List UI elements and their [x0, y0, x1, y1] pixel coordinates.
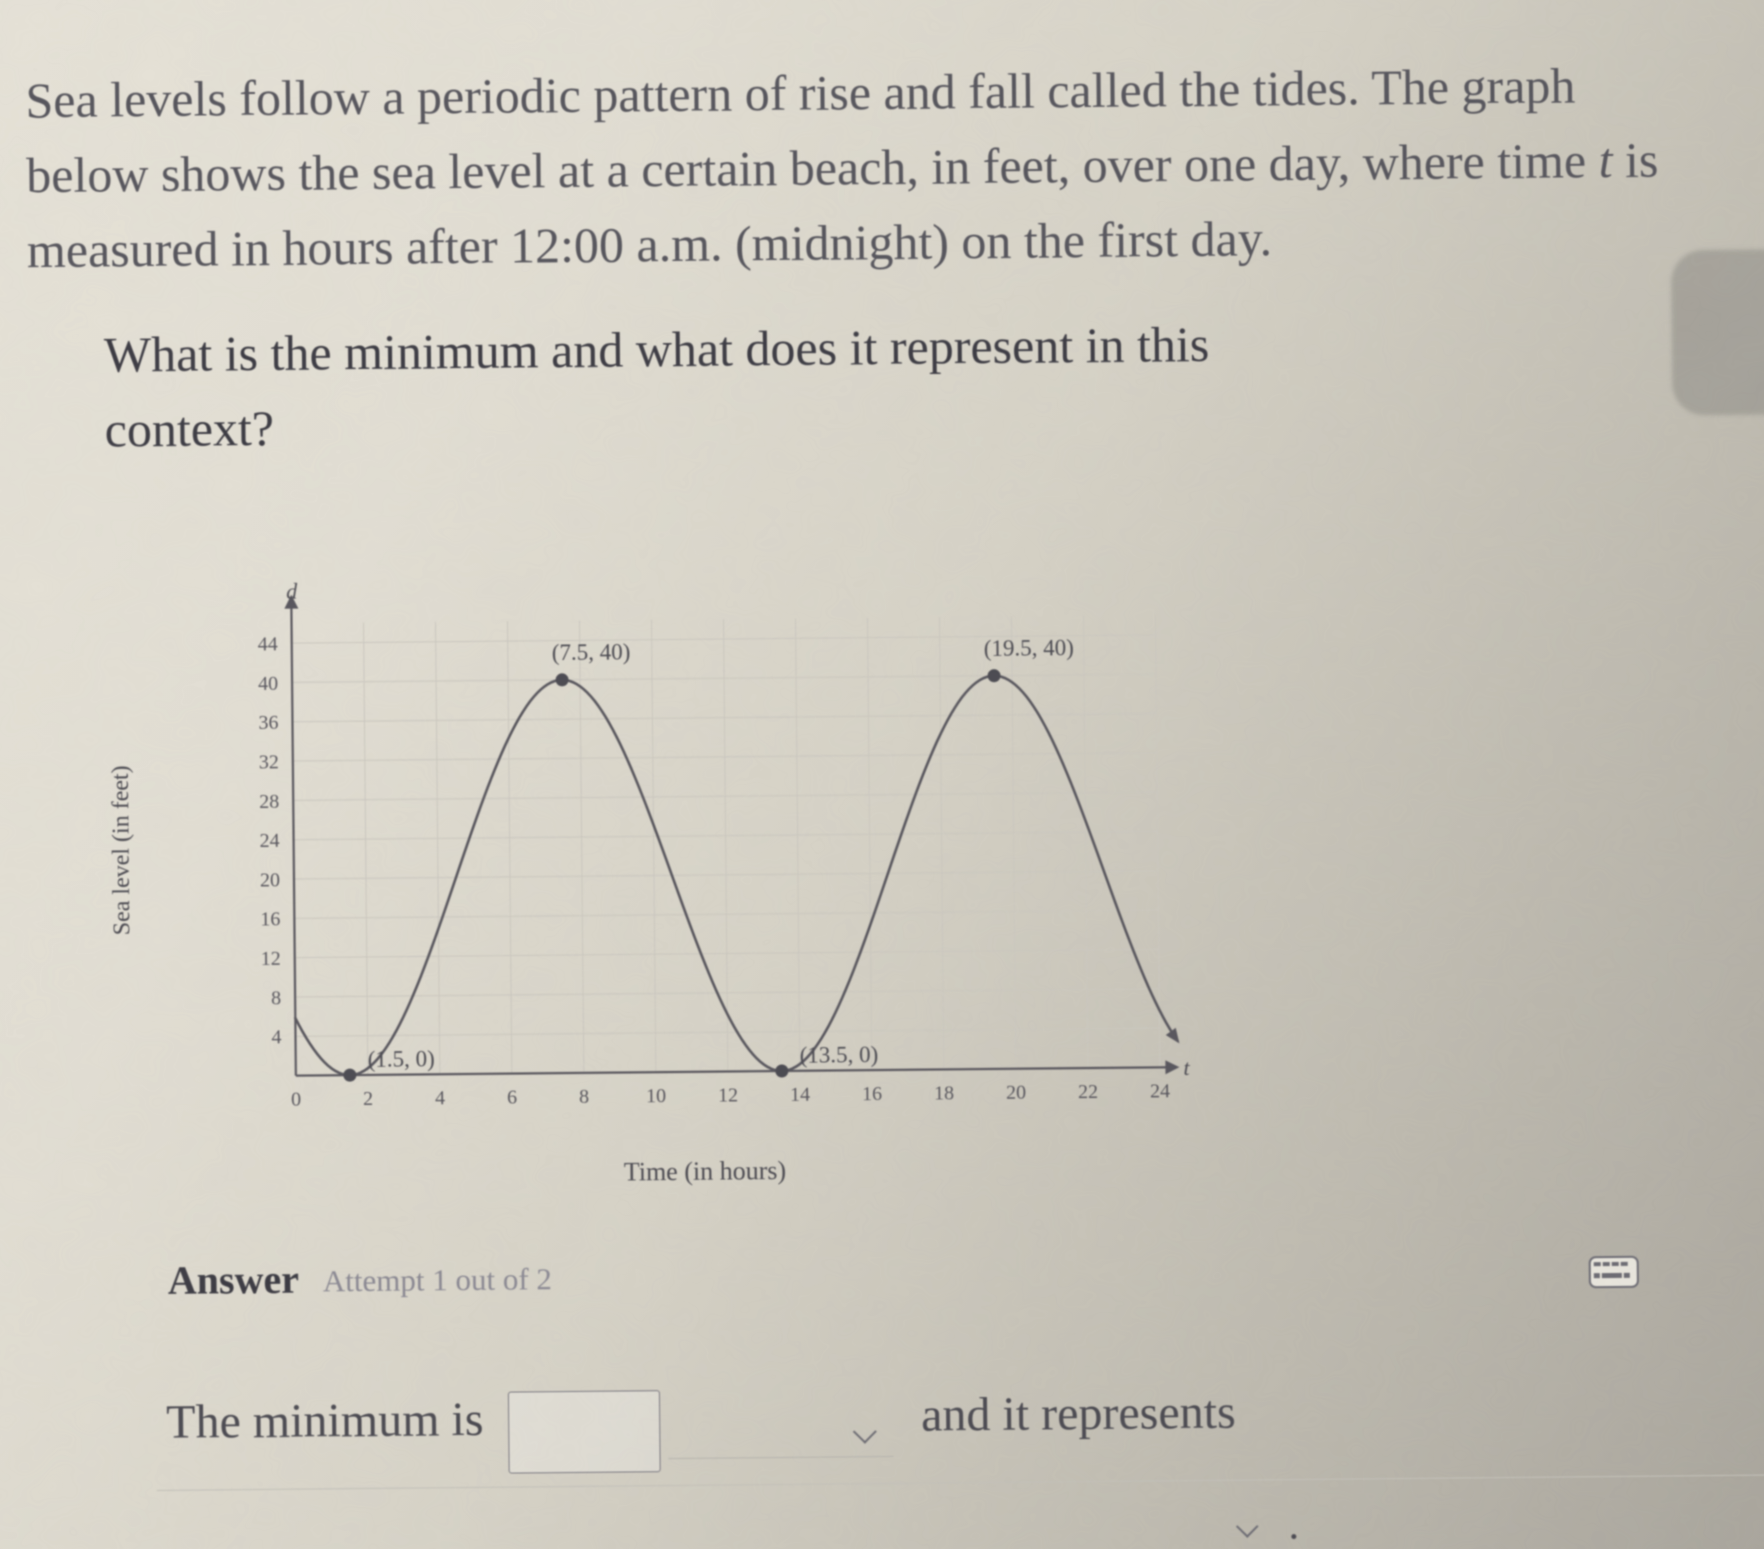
svg-text:12: 12 [261, 948, 281, 970]
svg-text:8: 8 [579, 1086, 589, 1108]
svg-text:14: 14 [790, 1084, 810, 1106]
svg-text:0: 0 [291, 1089, 301, 1111]
svg-text:16: 16 [260, 908, 280, 930]
svg-text:10: 10 [646, 1085, 666, 1107]
svg-text:22: 22 [1078, 1081, 1098, 1103]
svg-text:2: 2 [363, 1088, 373, 1110]
svg-text:40: 40 [258, 673, 278, 695]
svg-text:44: 44 [258, 633, 278, 655]
svg-text:32: 32 [259, 751, 279, 773]
svg-text:20: 20 [260, 869, 280, 891]
svg-text:28: 28 [259, 791, 279, 813]
svg-text:8: 8 [271, 987, 281, 1009]
svg-text:4: 4 [435, 1087, 445, 1109]
svg-text:12: 12 [718, 1084, 738, 1106]
svg-text:(13.5, 0): (13.5, 0) [800, 1042, 879, 1068]
svg-text:18: 18 [934, 1082, 954, 1104]
svg-text:16: 16 [862, 1083, 882, 1105]
svg-text:d: d [286, 579, 298, 604]
svg-text:(1.5, 0): (1.5, 0) [368, 1046, 435, 1072]
svg-text:24: 24 [1150, 1080, 1170, 1102]
svg-text:4: 4 [271, 1026, 281, 1048]
svg-text:6: 6 [507, 1087, 517, 1109]
svg-text:(19.5, 40): (19.5, 40) [984, 635, 1074, 661]
svg-text:24: 24 [260, 830, 280, 852]
svg-text:(7.5, 40): (7.5, 40) [552, 639, 631, 665]
svg-text:t: t [1183, 1055, 1190, 1080]
svg-text:20: 20 [1006, 1082, 1026, 1104]
svg-text:36: 36 [258, 712, 278, 734]
